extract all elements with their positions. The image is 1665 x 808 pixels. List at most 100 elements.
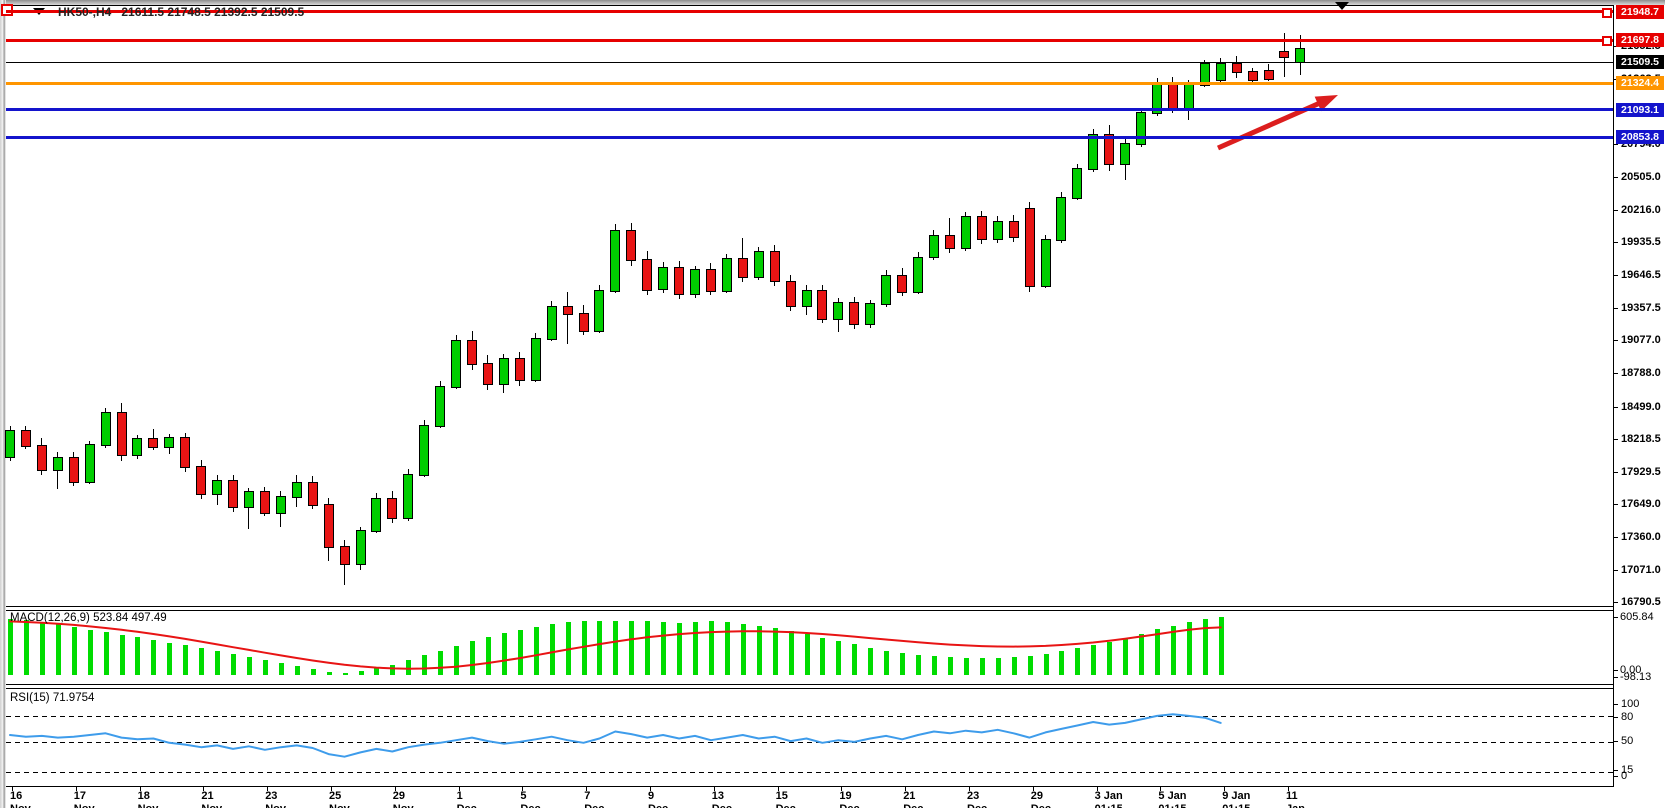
- resistance-line-21697.8[interactable]: [6, 38, 1613, 42]
- macd-histogram-bar: [1027, 655, 1033, 675]
- bearish-candle: [228, 479, 238, 508]
- bearish-candle: [20, 430, 31, 448]
- price-level-badge: 21948.7: [1616, 4, 1664, 19]
- time-axis-label: 21 Nov 01:15: [201, 790, 222, 808]
- bullish-candle: [355, 530, 366, 566]
- resistance-line-21948.7[interactable]: [6, 10, 1613, 14]
- time-tick-mark: [12, 786, 13, 791]
- time-axis-label: 29 Nov 01:15: [392, 790, 414, 808]
- macd-histogram-bar: [326, 671, 332, 675]
- macd-histogram-bar: [517, 629, 523, 675]
- macd-histogram-bar: [724, 622, 730, 675]
- price-tick-mark: [1613, 242, 1618, 244]
- macd-histogram-bar: [246, 657, 252, 675]
- price-tick-label: 18218.5: [1621, 432, 1661, 445]
- macd-histogram-bar: [310, 668, 316, 675]
- rsi-tick-mark: [1613, 704, 1618, 705]
- macd-histogram-bar: [151, 639, 157, 675]
- macd-histogram-bar: [1011, 656, 1017, 675]
- bearish-candle: [339, 546, 350, 566]
- price-level-badge: 21697.8: [1616, 33, 1664, 48]
- support-line-21093.1[interactable]: [6, 108, 1613, 112]
- price-tick-label: 17360.0: [1621, 530, 1661, 543]
- line-drag-handle-icon[interactable]: [1602, 7, 1612, 18]
- time-axis-label: 15 Dec 01:15: [775, 790, 796, 808]
- bullish-candle: [1215, 62, 1226, 82]
- bullish-candle: [212, 479, 223, 496]
- main-pane-top-border: [6, 5, 1614, 6]
- bullish-candle: [753, 250, 764, 278]
- macd-histogram-bar: [135, 637, 141, 675]
- bearish-candle: [817, 289, 828, 321]
- macd-histogram-bar: [963, 657, 969, 675]
- bullish-candle: [1088, 134, 1099, 171]
- bullish-candle: [243, 491, 254, 508]
- bullish-candle: [928, 234, 939, 259]
- macd-histogram-bar: [916, 654, 921, 675]
- bearish-candle: [1247, 71, 1258, 82]
- line-drag-handle-icon[interactable]: [1602, 36, 1612, 47]
- current-price-line-21509.5[interactable]: [6, 61, 1613, 63]
- time-axis-label: 16 Nov 2022: [10, 790, 31, 808]
- macd-histogram-bar: [231, 654, 236, 675]
- rsi-axis-label: 15: [1621, 764, 1634, 776]
- bullish-candle: [1120, 143, 1131, 165]
- macd-histogram-bar: [1123, 637, 1129, 675]
- macd-histogram-bar: [55, 624, 61, 675]
- price-axis-border: [1613, 5, 1614, 787]
- bullish-candle: [865, 303, 876, 325]
- symbol-period-label: HK50-,H4: [58, 5, 112, 19]
- price-level-badge: 20853.8: [1616, 130, 1664, 144]
- bearish-candle: [944, 234, 955, 250]
- price-level-badge: 21509.5: [1616, 55, 1664, 69]
- bullish-candle: [1136, 112, 1146, 146]
- bullish-candle: [992, 221, 1003, 241]
- rsi-level-dashed-line: [6, 741, 1613, 743]
- macd-histogram-bar: [549, 624, 555, 675]
- time-tick-mark: [331, 786, 332, 791]
- macd-histogram-bar: [1186, 622, 1192, 675]
- macd-histogram-bar: [278, 663, 284, 675]
- rsi-tick-mark: [1613, 776, 1618, 777]
- price-tick-mark: [1613, 438, 1618, 440]
- support-line-20853.8[interactable]: [6, 135, 1613, 139]
- macd-tick-mark: [1613, 677, 1618, 678]
- macd-histogram-bar: [677, 622, 683, 675]
- macd-histogram-bar: [597, 620, 603, 675]
- bullish-candle: [658, 266, 669, 291]
- macd-histogram-bar: [1170, 625, 1176, 675]
- rsi-pane-top-border[interactable]: [6, 688, 1614, 689]
- bearish-candle: [116, 412, 127, 457]
- price-tick-mark: [1613, 275, 1618, 277]
- macd-histogram-bar: [756, 625, 762, 675]
- macd-histogram-bar: [820, 637, 826, 675]
- macd-histogram-bar: [103, 632, 109, 675]
- bullish-candle: [913, 256, 923, 293]
- macd-histogram-bar: [183, 645, 189, 675]
- time-axis-label: 7 Dec 01:15: [584, 790, 604, 808]
- macd-histogram-bar: [422, 655, 428, 675]
- price-tick-mark: [1613, 78, 1618, 80]
- level-line-21324.4[interactable]: [6, 81, 1613, 85]
- time-axis-label: 11 Jan 01:15: [1286, 790, 1305, 808]
- bullish-candle: [721, 257, 732, 292]
- bullish-candle: [275, 495, 286, 514]
- bearish-candle: [148, 438, 159, 449]
- rsi-tick-mark: [1613, 770, 1618, 771]
- macd-histogram-bar: [1107, 641, 1113, 675]
- price-tick-label: 19646.5: [1621, 269, 1661, 282]
- bearish-candle: [1024, 208, 1035, 288]
- bullish-candle: [84, 444, 95, 483]
- bullish-candle: [164, 437, 175, 449]
- time-axis-label: 18 Nov 05:00: [137, 790, 159, 808]
- macd-pane-top-border[interactable]: [6, 610, 1614, 611]
- time-tick-mark: [522, 786, 524, 791]
- bearish-candle: [1263, 69, 1274, 81]
- macd-histogram-bar: [1059, 651, 1065, 675]
- candle-wick: [567, 291, 568, 345]
- price-tick-mark: [1613, 45, 1618, 47]
- price-tick-mark: [1613, 569, 1618, 571]
- chart-shift-marker-icon[interactable]: [1335, 2, 1349, 10]
- bullish-candle: [1040, 239, 1051, 288]
